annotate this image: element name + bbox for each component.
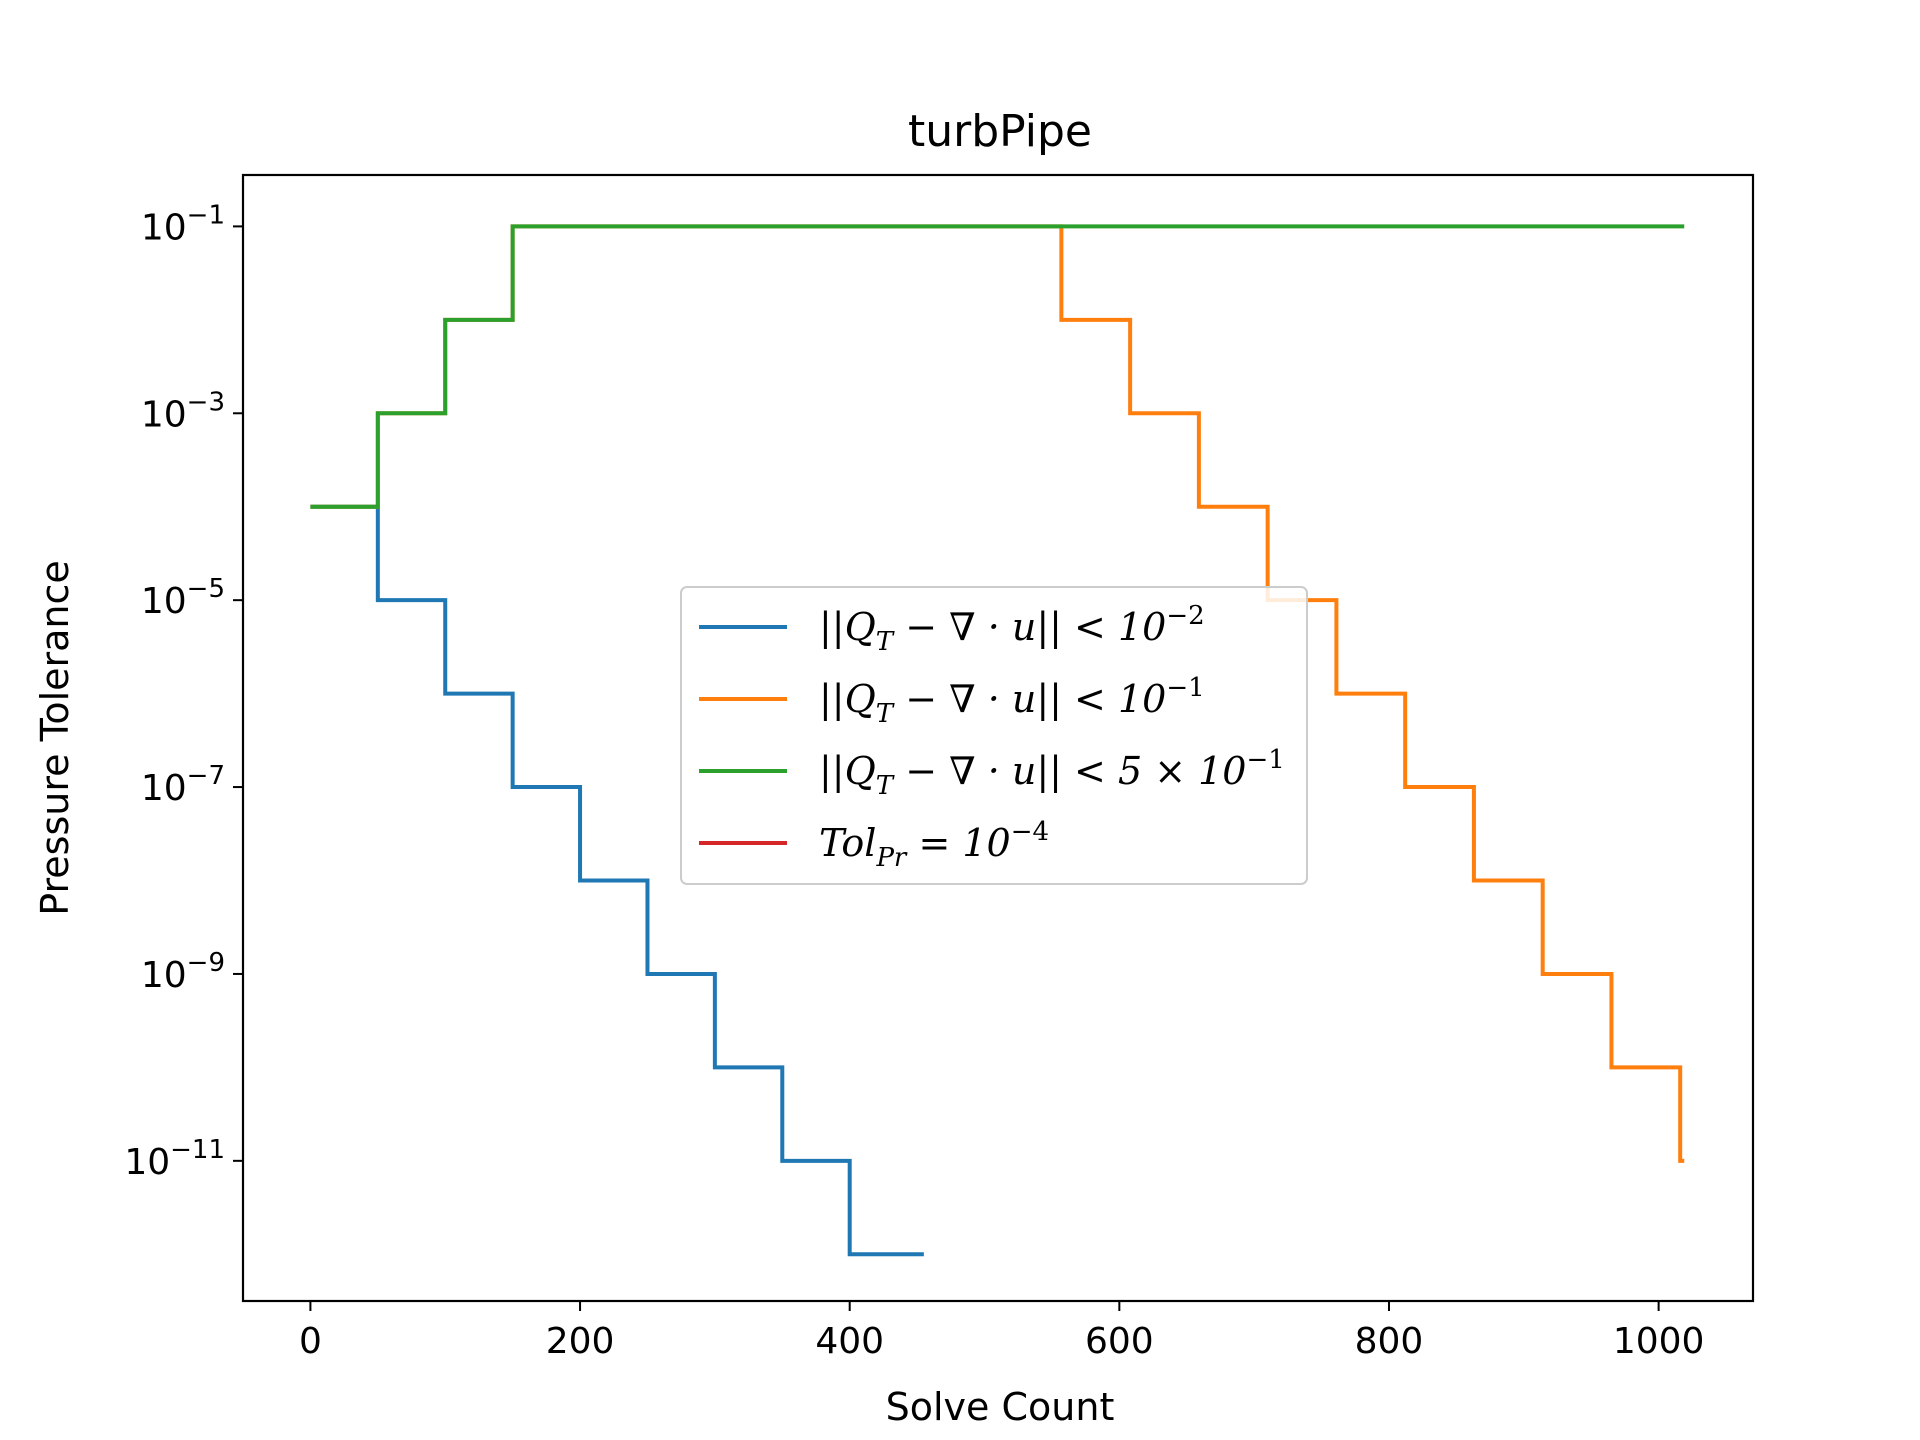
x-tick-label: 1000 xyxy=(1613,1321,1705,1362)
chart-title: turbPipe xyxy=(908,106,1092,157)
x-tick-label: 200 xyxy=(546,1321,615,1362)
y-axis: 10−1 10−3 10−5 10−7 10−9 10−11 xyxy=(124,200,243,1183)
x-axis-label: Solve Count xyxy=(886,1385,1115,1429)
x-axis: 0 200 400 600 800 1000 xyxy=(299,1301,1704,1362)
legend-box xyxy=(680,586,1308,885)
series-line-0 xyxy=(310,504,924,1257)
legend-label: ||QT − ∇ · u|| < 5 × 10−1 xyxy=(819,745,1285,801)
x-tick-label: 0 xyxy=(299,1321,322,1362)
x-tick-label: 400 xyxy=(815,1321,884,1362)
y-tick-label: 10−3 xyxy=(141,387,225,435)
x-tick-label: 600 xyxy=(1085,1321,1154,1362)
y-axis-label: Pressure Tolerance xyxy=(33,560,77,916)
y-tick-label: 10−1 xyxy=(141,200,225,248)
legend: ||QT − ∇ · u|| < 10−2 ||QT − ∇ · u|| < 10… xyxy=(680,586,1308,885)
y-tick-label: 10−9 xyxy=(141,948,225,996)
x-tick-label: 800 xyxy=(1355,1321,1424,1362)
y-tick-label: 10−5 xyxy=(141,574,225,622)
series-line-2 xyxy=(310,224,1685,509)
legend-label: ||QT − ∇ · u|| < 10−2 xyxy=(819,601,1205,657)
plot-frame xyxy=(241,173,1755,1303)
series-layer xyxy=(310,224,1685,1257)
y-tick-label: 10−7 xyxy=(141,761,225,809)
legend-label: TolPr = 10−4 xyxy=(819,817,1049,873)
y-tick-label: 10−11 xyxy=(124,1135,225,1183)
legend-label: ||QT − ∇ · u|| < 10−1 xyxy=(819,673,1205,729)
